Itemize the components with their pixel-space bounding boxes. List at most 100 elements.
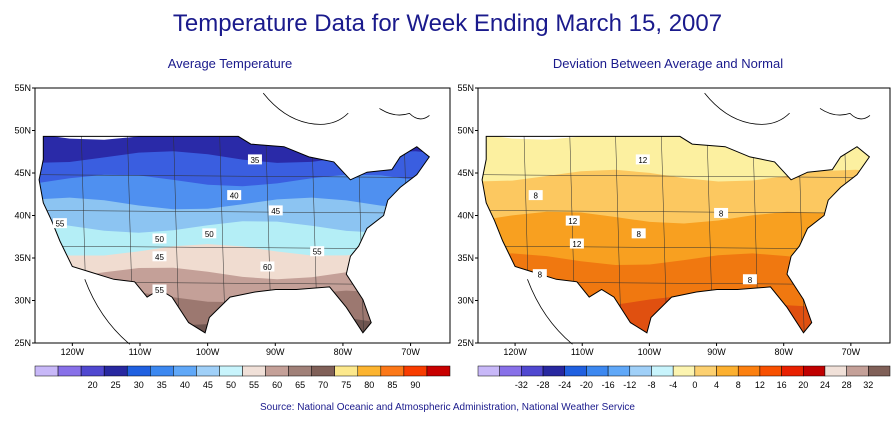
legend-label: 0 [692,380,697,390]
legend-swatch [219,365,243,377]
legend-swatch [846,365,869,377]
state-border [482,174,870,178]
legend-swatch [196,365,220,377]
legend-label: 90 [410,380,420,390]
legend-swatch [521,365,544,377]
map-avg: 35 40 45 50 50 45 55 55 60 55 55N 50N 45N 40N 35N 30N 25… [14,83,451,390]
contour-label: 55 [155,286,164,295]
map-subtitle-average: Average Temperature [167,56,293,71]
latitude-label: 30N [457,296,474,306]
legend-swatch [380,365,405,377]
contour-label: 8 [719,209,724,218]
legend-label: 8 [736,380,741,390]
legend-swatch [759,365,782,377]
contour-label: 12 [572,240,581,249]
legend-label: 30 [134,380,144,390]
legend-label: 45 [203,380,213,390]
legend-swatch [126,365,151,377]
legend-label: 70 [318,380,328,390]
contour-label: 8 [538,271,543,280]
contour-label: 8 [748,276,753,285]
legend-swatch [357,365,382,377]
latitude-label: 40N [457,211,474,221]
source-note: Source: National Oceanic and Atmospheric… [259,402,635,413]
latitude-label: 35N [457,253,474,263]
legend-label: -20 [580,380,593,390]
legend-label: -24 [558,380,571,390]
legend-label: -16 [602,380,615,390]
legend-swatch [499,365,522,377]
latitude-label: 35N [14,253,31,263]
latitude-label: 55N [457,83,474,93]
legend-label: -8 [647,380,655,390]
legend-label: 32 [863,380,873,390]
legend-label: 85 [387,380,397,390]
contour-label: 45 [271,207,280,216]
legend-label: -4 [669,380,677,390]
coastline [262,92,349,125]
legend-label: -12 [623,380,636,390]
legend-swatch [737,365,761,377]
longitude-label: 90W [707,347,726,357]
coastline [527,279,573,345]
legend-label: 20 [88,380,98,390]
latitude-label: 55N [14,83,31,93]
legend-label: 40 [180,380,190,390]
legend-swatch [716,365,739,377]
contour-label: 8 [533,192,538,201]
legend-swatch [288,365,312,377]
legend-label: 75 [341,380,351,390]
legend-swatch [311,365,335,377]
coastline [84,279,131,345]
latitude-label: 50N [457,126,474,136]
contour-label: 40 [230,192,239,201]
legend-label: 20 [798,380,808,390]
longitude-label: 90W [266,347,285,357]
legend-swatch [607,365,631,377]
legend-swatch [173,365,197,377]
legend-swatch [781,365,804,377]
latitude-label: 50N [14,126,31,136]
contour-label: 35 [250,156,259,165]
legend-swatch [57,365,82,377]
legend-swatch [672,365,696,377]
latitude-label: 45N [457,168,474,178]
contour-label: 50 [155,235,164,244]
legend-label: 35 [157,380,167,390]
legend-swatch [103,365,128,377]
legend-swatch [629,365,652,377]
legend-swatch [334,365,359,377]
state-border [482,210,870,214]
legend-label: 28 [842,380,852,390]
legend-label: 16 [777,380,787,390]
legend-label: 65 [295,380,305,390]
contour-label: 8 [636,230,641,239]
legend-swatch [868,365,891,377]
legend-swatch [477,365,500,377]
contour-label: 12 [638,156,647,165]
legend-label: 25 [111,380,121,390]
legend-swatch [542,365,565,377]
legend-label: -28 [537,380,550,390]
contour-label: 12 [568,217,577,226]
legend-label: 24 [820,380,830,390]
longitude-label: 80W [334,347,353,357]
legend-label: 50 [226,380,236,390]
longitude-label: 110W [571,347,594,357]
legend-label: 4 [714,380,719,390]
latitude-label: 45N [14,168,31,178]
legend-label: 55 [249,380,259,390]
longitude-label: 70W [401,347,420,357]
legend-swatch [586,365,609,377]
latitude-label: 30N [14,296,31,306]
contour-label: 45 [155,253,164,262]
legend-label: 12 [755,380,765,390]
us-outline [38,135,430,334]
legend-swatch [564,365,587,377]
map-subtitle-deviation: Deviation Between Average and Normal [552,56,784,71]
legend-swatch [803,365,826,377]
page-title: Temperature Data for Week Ending March 1… [172,10,723,37]
coastline [819,108,871,120]
legend-swatch [265,365,289,377]
